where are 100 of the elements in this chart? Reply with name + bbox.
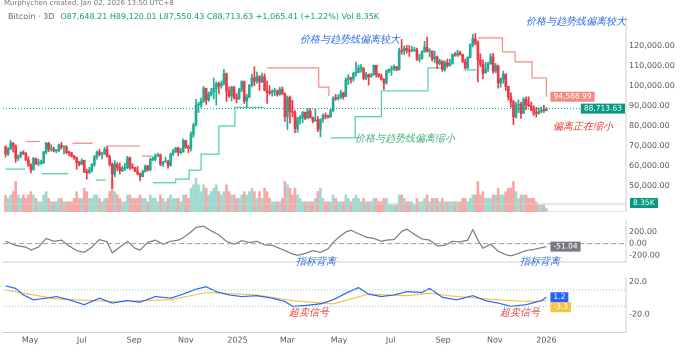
bar <box>230 194 233 212</box>
bar <box>286 184 289 212</box>
x-tick-label: Nov <box>486 335 503 344</box>
bar <box>520 194 522 212</box>
bar <box>482 191 484 212</box>
bar <box>37 201 40 212</box>
bar <box>159 194 162 212</box>
bar <box>96 194 98 212</box>
chart-subtitle: O87,648.21 H89,120.01 L87,550.43 C88,713.63 +1,065.41 (+1.22%) Vol 8.35K <box>60 12 380 21</box>
y-tick-label: 120,000.00 <box>629 40 675 50</box>
x-tick-label: Sep <box>126 335 142 344</box>
bar <box>489 198 492 212</box>
bar <box>16 194 20 212</box>
bar <box>524 194 528 212</box>
bar <box>126 194 129 212</box>
bar <box>395 204 398 212</box>
bar <box>284 181 286 212</box>
bar <box>385 198 388 212</box>
x-tick-label: Nov <box>178 335 194 344</box>
bar <box>162 198 164 212</box>
chart-title: Bitcoin · 3D <box>8 12 54 21</box>
annotation: 指标背离 <box>520 256 560 268</box>
y-tick-label: 110,000.00 <box>629 60 675 70</box>
bar <box>476 181 480 212</box>
y-tick-label: 200.00 <box>629 227 657 236</box>
bar <box>502 194 505 212</box>
x-tick-label: Mar <box>280 335 296 344</box>
bar <box>545 208 548 212</box>
y-tick-label: 0.00 <box>629 238 647 248</box>
y-tick-label: 70,000.00 <box>629 141 670 150</box>
y-tick-label: 20.0 <box>629 276 647 286</box>
bar <box>344 194 348 212</box>
bar <box>522 194 525 212</box>
x-tick-label: 2026 <box>536 335 557 344</box>
bar <box>169 194 172 212</box>
bar <box>416 198 418 212</box>
bar <box>182 194 185 212</box>
bar <box>360 201 362 212</box>
bar <box>207 194 210 212</box>
y-tick-label: -20.0 <box>629 310 650 319</box>
annotation: 价格与趋势线偏离较大 <box>300 34 400 46</box>
bar <box>263 188 266 212</box>
bar <box>332 194 334 212</box>
annotation: 价格与趋势线偏离缩小 <box>355 134 455 144</box>
bar <box>225 184 228 212</box>
bar <box>184 194 188 212</box>
bar <box>27 194 30 212</box>
bar <box>42 194 45 212</box>
bar <box>400 194 404 212</box>
bar <box>288 188 292 212</box>
bar <box>296 194 299 212</box>
bar <box>258 191 261 212</box>
bar <box>492 194 494 212</box>
bar <box>14 181 18 212</box>
bar <box>6 198 10 212</box>
bar <box>357 198 360 212</box>
bar <box>9 194 12 212</box>
bar <box>202 184 205 212</box>
bar <box>499 194 502 212</box>
y-tick-label: 100,000.00 <box>629 81 675 90</box>
bar <box>471 194 474 212</box>
x-tick-label: 2025 <box>227 335 248 344</box>
x-tick-label: Sep <box>436 335 451 344</box>
bar <box>103 198 106 212</box>
y-tick-label: -200.00 <box>629 250 660 260</box>
annotation: 超卖信号 <box>289 308 329 318</box>
bar <box>542 204 546 212</box>
y-tick-label: 80,000.00 <box>629 121 670 130</box>
y-tick-label: 60,000.00 <box>629 161 670 170</box>
bar <box>32 194 35 212</box>
bar <box>116 194 119 212</box>
bar <box>98 198 101 212</box>
bar <box>4 194 7 212</box>
bar <box>30 191 32 212</box>
bar <box>540 204 543 212</box>
bar <box>413 204 416 212</box>
y-tick-label: 50,000.00 <box>629 181 670 190</box>
x-tick-label: Jul <box>384 335 396 344</box>
bar <box>220 194 223 212</box>
bar <box>245 194 248 212</box>
y-tick-label: 90,000.00 <box>629 101 670 110</box>
bar <box>148 194 152 212</box>
bar <box>138 194 142 212</box>
bar <box>423 198 426 212</box>
bar <box>326 201 330 212</box>
bar <box>398 194 400 212</box>
bar <box>319 188 322 212</box>
x-tick-label: Jul <box>76 335 87 344</box>
annotation: 超卖信号 <box>500 308 540 318</box>
bar <box>22 194 25 212</box>
annotation: 价格与趋势线偏离较大 <box>526 16 626 28</box>
bar <box>456 201 459 212</box>
x-tick-label: May <box>22 335 39 344</box>
bar <box>494 194 497 212</box>
bar <box>34 198 38 212</box>
x-tick-label: May <box>330 335 348 344</box>
bar <box>214 184 218 212</box>
bar <box>426 194 428 212</box>
bar <box>392 204 396 212</box>
bar <box>128 194 132 212</box>
